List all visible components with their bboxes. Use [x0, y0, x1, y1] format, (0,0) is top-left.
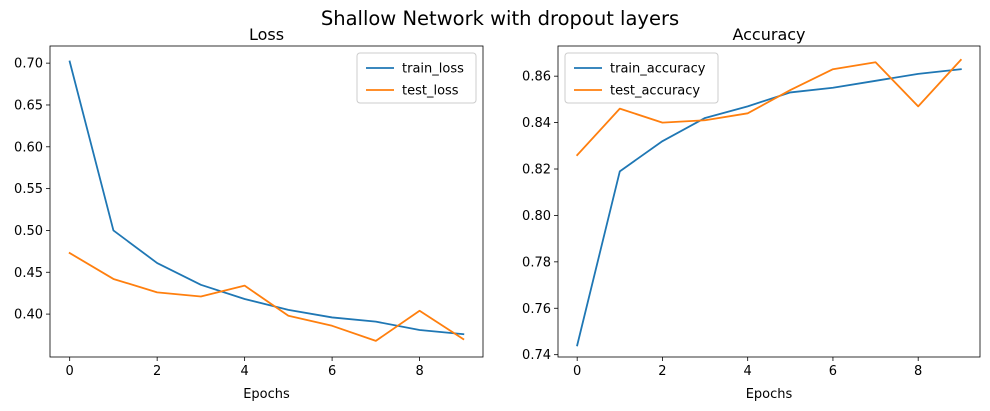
loss-x-axis-label: Epochs [243, 387, 290, 402]
loss-y-tick-label: 0.60 [14, 140, 43, 155]
loss-legend-label-test-loss: test_loss [402, 84, 459, 99]
accuracy-x-tick-label: 6 [829, 364, 837, 379]
accuracy-legend-label-train-accuracy: train_accuracy [610, 62, 706, 77]
accuracy-title: Accuracy [732, 25, 805, 44]
accuracy-x-tick-label: 4 [744, 364, 752, 379]
loss-y-tick-label: 0.40 [14, 308, 43, 323]
accuracy-legend: train_accuracy test_accuracy [564, 52, 719, 104]
loss-x-tick-label: 2 [153, 364, 161, 379]
loss-y-tick-label: 0.55 [14, 182, 43, 197]
accuracy-x-axis-label: Epochs [746, 387, 793, 402]
loss-legend: train_loss test_loss [356, 52, 477, 104]
accuracy-y-tick-label: 0.74 [522, 348, 551, 363]
accuracy-y-tick-label: 0.76 [522, 302, 551, 317]
figure-suptitle: Shallow Network with dropout layers [321, 7, 679, 30]
loss-x-tick-label: 8 [415, 364, 423, 379]
loss-legend-label-train-loss: train_loss [402, 62, 464, 77]
loss-y-tick-label: 0.70 [14, 57, 43, 72]
accuracy-y-tick-label: 0.82 [522, 163, 551, 178]
accuracy-x-tick-label: 0 [573, 364, 581, 379]
loss-x-tick-label: 4 [240, 364, 248, 379]
accuracy-x-tick-label: 8 [914, 364, 922, 379]
loss-y-tick-label: 0.45 [14, 266, 43, 281]
accuracy-y-tick-label: 0.80 [522, 209, 551, 224]
loss-series-line-test-loss [68, 251, 465, 342]
accuracy-y-tick-label: 0.84 [522, 116, 551, 131]
accuracy-x-tick-label: 2 [658, 364, 666, 379]
loss-x-tick-label: 6 [328, 364, 336, 379]
accuracy-series-line-train-accuracy [576, 68, 962, 347]
accuracy-subplot: Accuracy 0 2 4 6 8 0.74 0.76 0.78 0.80 0.82 0.84 0.8… [522, 25, 981, 402]
accuracy-y-tick-label: 0.86 [522, 70, 551, 85]
loss-subplot: Loss 0 2 4 6 8 0.40 0.45 0.50 0.55 0.60 0.65 0.70 Epo… [14, 25, 484, 402]
accuracy-legend-frame [564, 52, 719, 104]
accuracy-y-tick-label: 0.78 [522, 255, 551, 270]
accuracy-axes-frame [557, 45, 981, 358]
loss-y-tick-label: 0.50 [14, 224, 43, 239]
accuracy-legend-label-test-accuracy: test_accuracy [610, 84, 700, 99]
loss-title: Loss [249, 25, 284, 44]
accuracy-series-line-test-accuracy [575, 58, 963, 157]
loss-axes-frame [49, 45, 484, 358]
loss-x-tick-label: 0 [66, 364, 74, 379]
loss-y-tick-label: 0.65 [14, 98, 43, 113]
